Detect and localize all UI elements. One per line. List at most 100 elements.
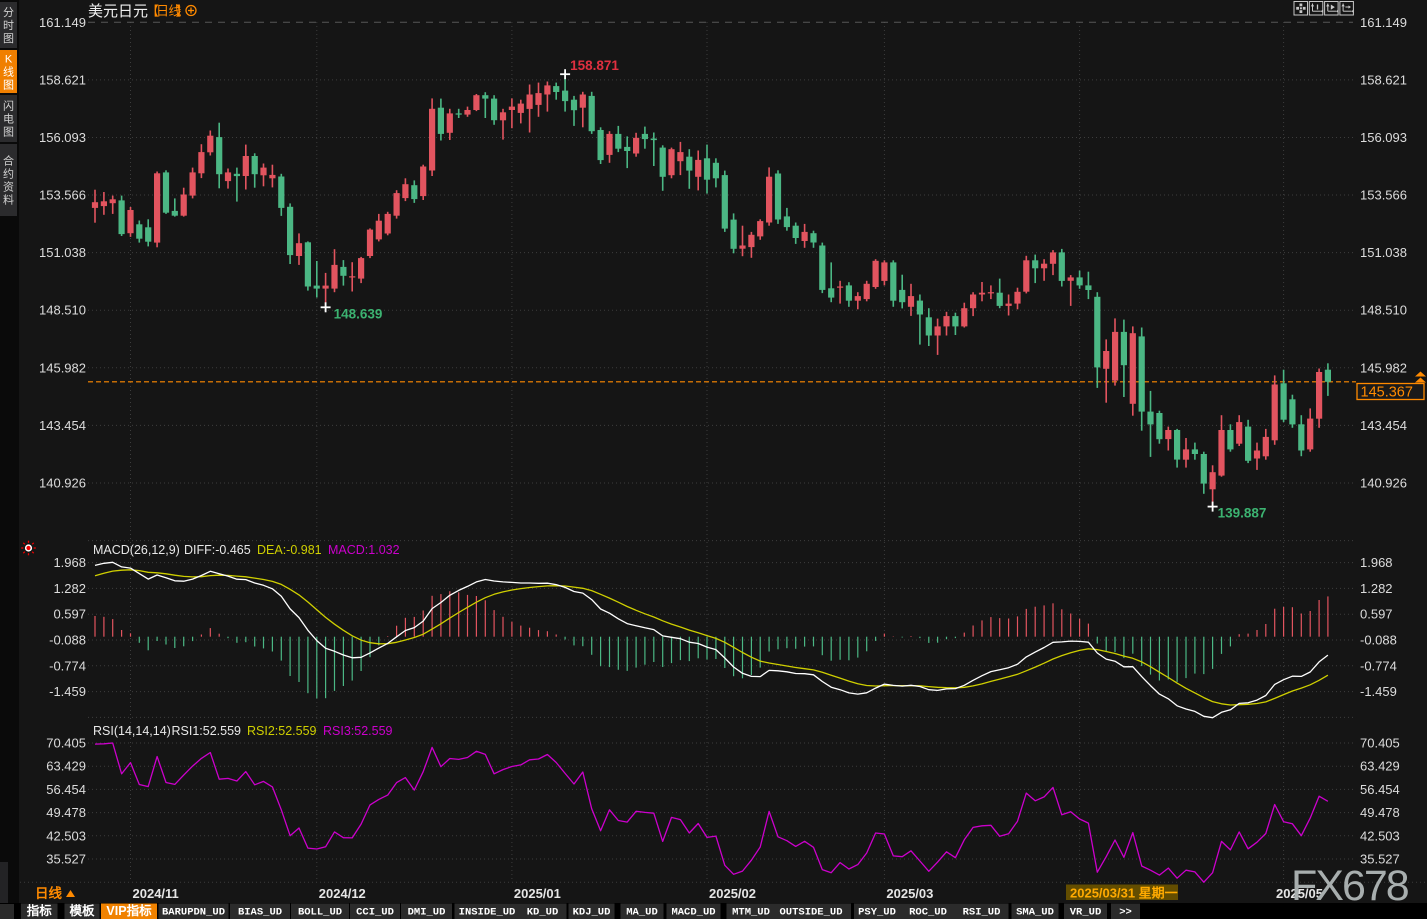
- svg-text:资: 资: [3, 181, 14, 194]
- svg-text:PSY_UD: PSY_UD: [858, 907, 896, 919]
- svg-text:线: 线: [3, 65, 14, 79]
- svg-text:-0.088: -0.088: [1360, 633, 1397, 648]
- svg-text:139.887: 139.887: [1218, 506, 1267, 521]
- svg-text:VIP指标: VIP指标: [106, 903, 152, 918]
- svg-text:电: 电: [3, 113, 14, 126]
- svg-text:1.968: 1.968: [53, 555, 86, 570]
- svg-text:1.282: 1.282: [1360, 581, 1393, 596]
- svg-text:>>: >>: [1119, 907, 1132, 919]
- svg-text:BIAS_UD: BIAS_UD: [238, 907, 282, 919]
- svg-text:RSI1:52.559: RSI1:52.559: [172, 724, 242, 738]
- svg-text:42.503: 42.503: [46, 828, 86, 843]
- svg-text:分: 分: [3, 6, 14, 19]
- svg-text:MACD:1.032: MACD:1.032: [328, 543, 400, 557]
- svg-text:K: K: [5, 54, 13, 66]
- svg-text:70.405: 70.405: [46, 736, 86, 751]
- svg-text:料: 料: [3, 193, 14, 207]
- svg-text:MACD(26,12,9): MACD(26,12,9): [93, 543, 180, 557]
- svg-text:161.149: 161.149: [1360, 15, 1407, 30]
- svg-text:BOLL_UD: BOLL_UD: [298, 907, 342, 919]
- svg-text:56.454: 56.454: [46, 782, 86, 797]
- svg-text:145.982: 145.982: [39, 360, 86, 375]
- svg-text:时: 时: [3, 19, 14, 32]
- svg-text:指标: 指标: [27, 903, 53, 918]
- svg-text:153.566: 153.566: [1360, 188, 1407, 203]
- svg-text:CCI_UD: CCI_UD: [356, 907, 394, 919]
- svg-text:BARUPDN_UD: BARUPDN_UD: [162, 907, 225, 919]
- svg-text:-1.459: -1.459: [1360, 684, 1397, 699]
- svg-text:SMA_UD: SMA_UD: [1016, 907, 1054, 919]
- svg-text:美元日元: 美元日元: [88, 3, 148, 20]
- svg-text:-0.088: -0.088: [49, 633, 86, 648]
- svg-text:148.639: 148.639: [334, 306, 383, 321]
- svg-text:42.503: 42.503: [1360, 828, 1400, 843]
- svg-text:-0.774: -0.774: [49, 658, 86, 673]
- svg-text:156.093: 156.093: [39, 130, 86, 145]
- svg-text:143.454: 143.454: [39, 418, 86, 433]
- svg-text:ROC_UD: ROC_UD: [909, 907, 947, 919]
- svg-text:图: 图: [3, 79, 14, 92]
- svg-text:MTM_UD: MTM_UD: [732, 907, 770, 919]
- svg-text:56.454: 56.454: [1360, 782, 1400, 797]
- svg-text:DEA:-0.981: DEA:-0.981: [257, 543, 322, 557]
- svg-text:RSI(14,14,14): RSI(14,14,14): [93, 724, 171, 738]
- svg-text:FX678: FX678: [1291, 862, 1409, 910]
- svg-text:RSI_UD: RSI_UD: [963, 907, 1001, 919]
- svg-text:MA_UD: MA_UD: [626, 907, 658, 919]
- svg-text:151.038: 151.038: [39, 245, 86, 260]
- svg-text:140.926: 140.926: [1360, 476, 1407, 491]
- svg-text:49.478: 49.478: [1360, 805, 1400, 820]
- svg-text:2025/03/31 星期一: 2025/03/31 星期一: [1070, 886, 1178, 901]
- svg-text:VR_UD: VR_UD: [1070, 907, 1102, 919]
- svg-text:0.597: 0.597: [53, 607, 86, 622]
- svg-text:63.429: 63.429: [1360, 759, 1400, 774]
- svg-text:2025/02: 2025/02: [709, 886, 756, 901]
- svg-text:35.527: 35.527: [1360, 852, 1400, 867]
- svg-text:2025/05: 2025/05: [1276, 886, 1323, 901]
- svg-text:】: 】: [176, 4, 189, 19]
- svg-text:模板: 模板: [69, 903, 95, 918]
- svg-text:-0.774: -0.774: [1360, 658, 1397, 673]
- svg-text:158.871: 158.871: [570, 58, 619, 73]
- svg-text:148.510: 148.510: [39, 303, 86, 318]
- svg-text:156.093: 156.093: [1360, 130, 1407, 145]
- svg-text:140.926: 140.926: [39, 476, 86, 491]
- svg-text:2025/03: 2025/03: [886, 886, 933, 901]
- svg-text:图: 图: [3, 126, 14, 139]
- svg-text:DMI_UD: DMI_UD: [408, 907, 446, 919]
- svg-text:KDJ_UD: KDJ_UD: [573, 907, 611, 919]
- svg-text:RSI3:52.559: RSI3:52.559: [323, 724, 393, 738]
- svg-text:合: 合: [3, 154, 14, 168]
- svg-text:2025/01: 2025/01: [514, 886, 561, 901]
- svg-text:OUTSIDE_UD: OUTSIDE_UD: [779, 907, 842, 919]
- svg-text:63.429: 63.429: [46, 759, 86, 774]
- svg-text:2024/12: 2024/12: [319, 886, 366, 901]
- svg-text:2024/11: 2024/11: [133, 886, 179, 901]
- svg-text:日线: 日线: [35, 885, 62, 901]
- svg-text:KD_UD: KD_UD: [527, 907, 559, 919]
- svg-text:151.038: 151.038: [1360, 245, 1407, 260]
- svg-text:DIFF:-0.465: DIFF:-0.465: [184, 543, 251, 557]
- svg-text:1.282: 1.282: [53, 581, 86, 596]
- svg-text:【: 【: [146, 4, 159, 19]
- svg-text:158.621: 158.621: [1360, 72, 1407, 87]
- svg-text:158.621: 158.621: [39, 72, 86, 87]
- svg-text:图: 图: [3, 32, 14, 45]
- svg-text:0.597: 0.597: [1360, 607, 1393, 622]
- svg-text:线: 线: [169, 4, 182, 19]
- svg-text:MACD_UD: MACD_UD: [671, 907, 715, 919]
- svg-text:145.982: 145.982: [1360, 360, 1407, 375]
- svg-text:约: 约: [3, 168, 14, 181]
- svg-text:153.566: 153.566: [39, 188, 86, 203]
- svg-text:-1.459: -1.459: [49, 684, 86, 699]
- svg-text:INSIDE_UD: INSIDE_UD: [459, 907, 516, 919]
- svg-text:148.510: 148.510: [1360, 303, 1407, 318]
- svg-text:35.527: 35.527: [46, 852, 86, 867]
- svg-text:RSI2:52.559: RSI2:52.559: [247, 724, 317, 738]
- svg-text:145.367: 145.367: [1361, 385, 1413, 401]
- svg-text:日: 日: [156, 4, 169, 19]
- svg-text:闪: 闪: [3, 99, 14, 113]
- svg-text:161.149: 161.149: [39, 15, 86, 30]
- svg-text:1.968: 1.968: [1360, 555, 1393, 570]
- svg-text:70.405: 70.405: [1360, 736, 1400, 751]
